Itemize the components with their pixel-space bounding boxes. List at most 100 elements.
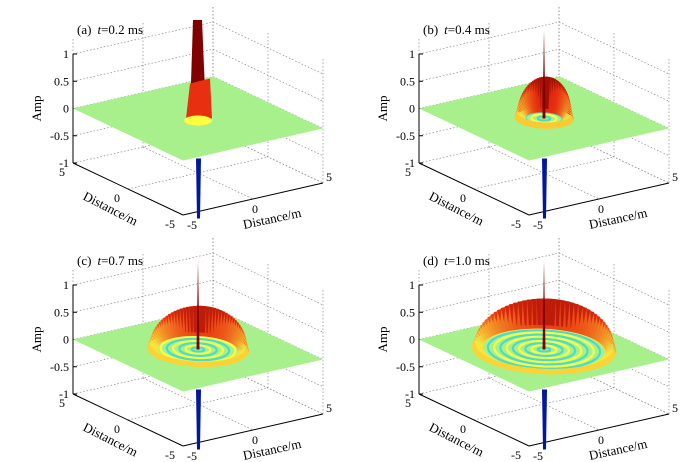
x-axis-label: Distance/m	[81, 188, 141, 228]
x-tick-label: 0	[460, 422, 466, 436]
y-tick-label: -5	[187, 449, 197, 462]
panel-letter: (d)	[423, 253, 438, 268]
x-tick-label: 5	[59, 165, 65, 179]
crest-facet	[185, 360, 190, 367]
ripple-ring	[511, 337, 577, 362]
y-tick-label: -5	[533, 218, 543, 232]
z-tick-label: 0	[63, 333, 69, 347]
x-axis-label: Distance/m	[81, 419, 141, 459]
y-axis	[528, 413, 670, 447]
y-axis-label: Distance/m	[242, 205, 303, 232]
time-symbol: t	[444, 253, 448, 268]
panel-letter: (b)	[423, 22, 438, 37]
gridline	[558, 361, 670, 415]
x-tick-label: -5	[165, 217, 175, 231]
gridline	[127, 156, 269, 190]
y-tick-label: 0	[598, 433, 604, 447]
crest-facet	[538, 122, 542, 129]
y-axis-label: Distance/m	[242, 436, 303, 462]
time-symbol: t	[97, 22, 101, 37]
z-axis-label: Amp	[29, 96, 44, 122]
z-tick-label: 1	[63, 278, 69, 292]
y-tick-label: -5	[533, 449, 543, 462]
crest-facet	[199, 305, 204, 333]
ripple-ring	[178, 341, 218, 358]
crest-facet	[192, 361, 197, 367]
gridline	[212, 130, 324, 184]
crest-facet	[526, 367, 533, 374]
x-tick-label: 5	[405, 396, 411, 410]
time-value: =1.0 ms	[448, 253, 490, 268]
x-tick-label: -5	[511, 448, 521, 462]
gridline	[72, 252, 214, 286]
crest-facet	[196, 361, 201, 368]
crest-facet	[556, 368, 562, 375]
crest-facet	[521, 366, 528, 373]
y-tick-label: 0	[252, 433, 258, 447]
crest-facet	[199, 361, 204, 368]
x-tick-label: 5	[59, 396, 65, 410]
central-spike	[542, 261, 546, 350]
crest-facet	[189, 361, 194, 367]
negative-spike	[196, 389, 201, 450]
z-tick-label: -0.5	[50, 129, 69, 143]
crest-facet	[551, 368, 557, 375]
y-axis	[528, 182, 670, 216]
central-base	[184, 115, 212, 126]
panel-letter: (c)	[77, 253, 91, 268]
crest-facet	[202, 361, 208, 368]
time-value: =0.2 ms	[101, 22, 143, 37]
gridline	[473, 156, 615, 190]
gridline	[418, 252, 560, 286]
gridline	[418, 279, 560, 313]
y-tick-label: 5	[672, 170, 678, 184]
gridline	[558, 130, 670, 184]
ripple-ring	[171, 339, 225, 360]
y-axis-label: Distance/m	[588, 436, 649, 462]
ripple-ring	[493, 331, 595, 368]
y-axis	[182, 182, 324, 216]
time-symbol: t	[97, 253, 101, 268]
ripple-ring	[530, 113, 558, 124]
x-axis	[418, 162, 530, 216]
z-tick-label: 0	[409, 102, 415, 116]
ripple-ring	[517, 339, 571, 360]
ripple-ring	[530, 344, 558, 355]
y-tick-label: 5	[326, 401, 332, 415]
gridline	[473, 387, 615, 421]
ripple-ring	[524, 341, 564, 358]
negative-spike	[542, 389, 547, 450]
x-axis	[72, 393, 184, 447]
y-axis-label: Distance/m	[588, 205, 649, 232]
z-tick-label: 1	[409, 278, 415, 292]
y-tick-label: 0	[252, 202, 258, 216]
central-spike	[542, 30, 546, 119]
crest-facet	[560, 368, 567, 375]
x-tick-label: 5	[405, 165, 411, 179]
ripple-ring	[159, 335, 237, 364]
z-tick-label: -1	[405, 387, 415, 401]
z-tick-label: -0.5	[396, 129, 415, 143]
x-tick-label: -5	[165, 448, 175, 462]
negative-spike	[542, 158, 547, 219]
panel-title: (d) t=1.0 ms	[423, 253, 490, 268]
crest-facet	[541, 368, 547, 375]
z-tick-label: -0.5	[396, 360, 415, 374]
ripple-ring	[165, 337, 231, 362]
crest-facet	[546, 368, 552, 375]
y-tick-label: -5	[187, 218, 197, 232]
ripple-ring	[184, 344, 212, 355]
x-tick-label: 0	[460, 191, 466, 205]
z-tick-label: 0.5	[54, 305, 69, 319]
central-peak	[186, 78, 212, 119]
y-tick-label: 5	[672, 401, 678, 415]
z-tick-label: -0.5	[50, 360, 69, 374]
z-tick-label: 0	[63, 102, 69, 116]
gridline	[418, 48, 560, 82]
ripple-ring	[499, 333, 589, 366]
z-tick-label: 1	[63, 47, 69, 61]
